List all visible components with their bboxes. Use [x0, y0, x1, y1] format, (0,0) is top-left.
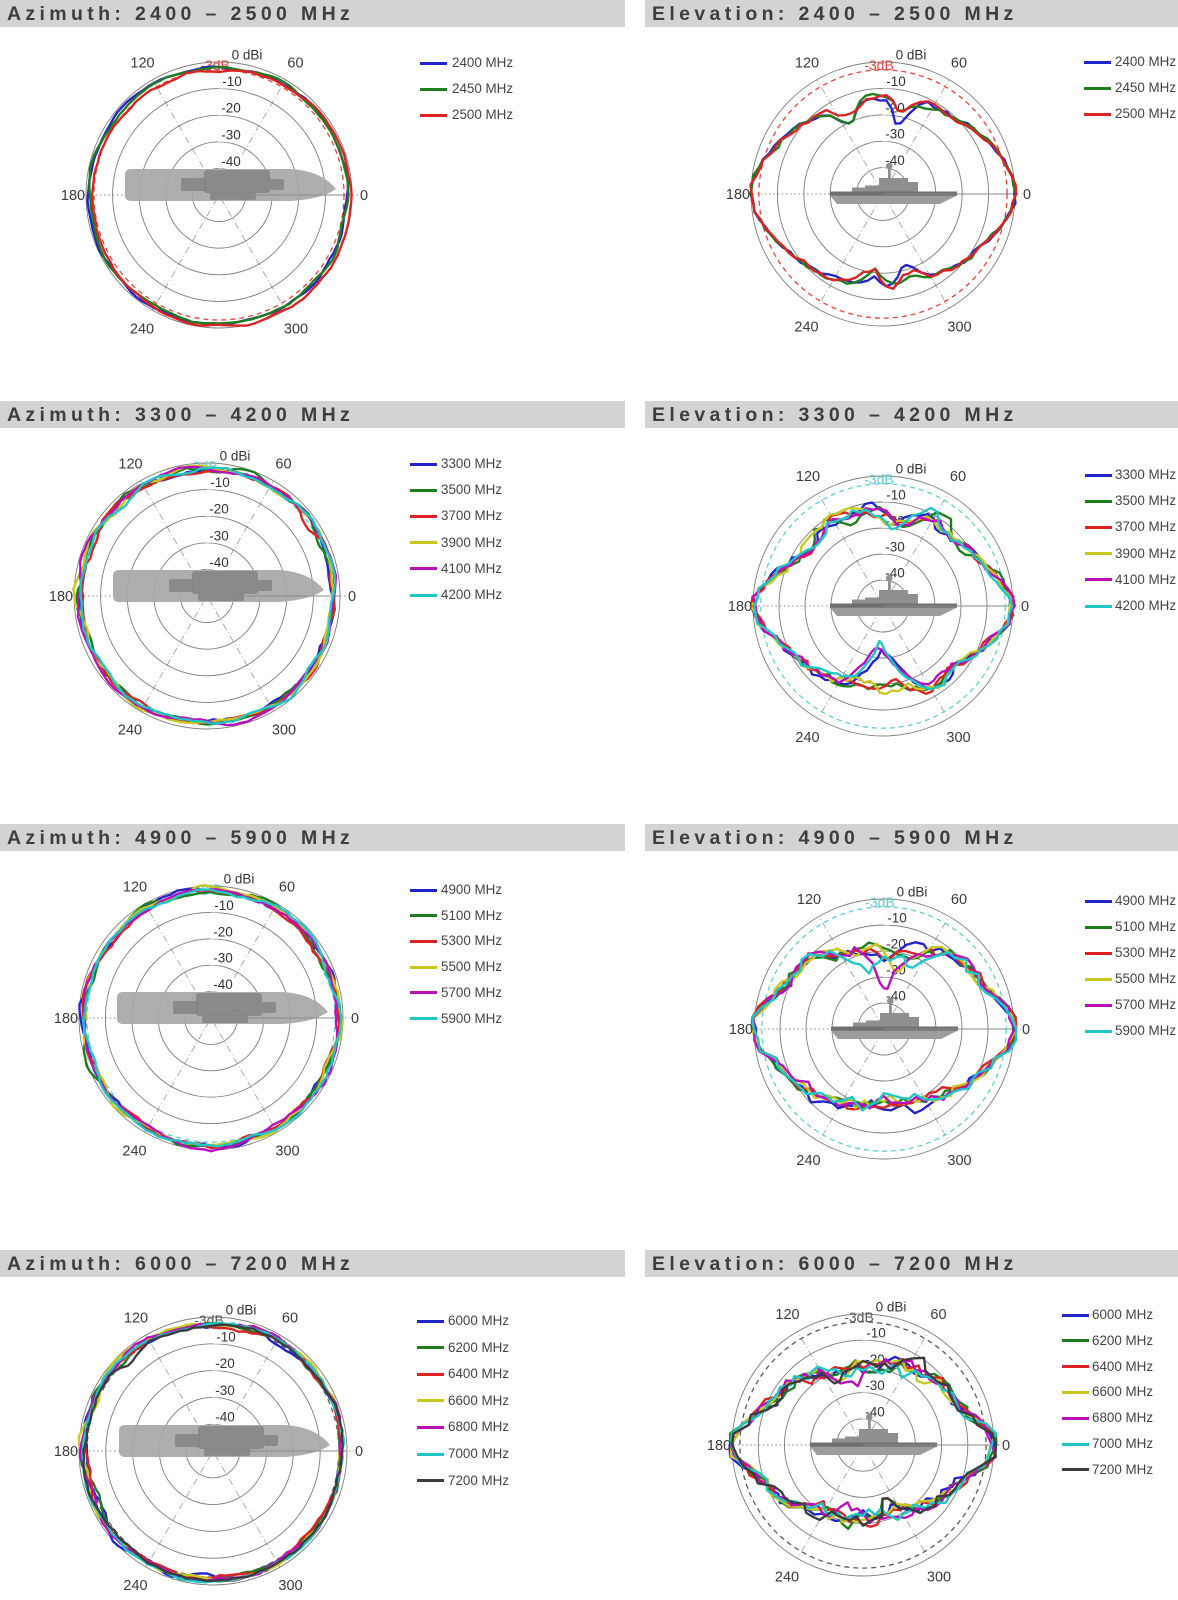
svg-text:120: 120 [118, 457, 142, 473]
svg-text:-30: -30 [209, 528, 229, 543]
svg-text:-40: -40 [213, 977, 233, 992]
svg-text:-10: -10 [866, 1326, 886, 1341]
svg-text:240: 240 [796, 1153, 820, 1169]
svg-text:-20: -20 [213, 924, 233, 939]
svg-text:180: 180 [728, 599, 752, 615]
svg-text:60: 60 [287, 56, 303, 72]
svg-text:120: 120 [123, 879, 147, 895]
svg-text:0 dBi: 0 dBi [897, 885, 928, 900]
svg-text:300: 300 [947, 320, 971, 336]
svg-text:-30: -30 [215, 1383, 235, 1398]
svg-text:-10: -10 [886, 74, 906, 89]
svg-text:-20: -20 [209, 502, 229, 517]
svg-text:240: 240 [795, 730, 819, 746]
svg-text:300: 300 [278, 1578, 302, 1594]
svg-text:180: 180 [707, 1438, 731, 1454]
svg-text:120: 120 [130, 56, 154, 72]
svg-text:-40: -40 [209, 555, 229, 570]
svg-text:-30: -30 [885, 540, 905, 555]
svg-text:60: 60 [282, 1311, 298, 1327]
svg-text:0: 0 [360, 188, 368, 204]
svg-text:-30: -30 [885, 127, 905, 142]
svg-text:0 dBi: 0 dBi [226, 1303, 257, 1318]
svg-text:180: 180 [49, 589, 73, 605]
svg-text:-40: -40 [221, 154, 241, 169]
svg-text:-3dB: -3dB [865, 894, 895, 910]
svg-text:120: 120 [797, 892, 821, 908]
svg-text:300: 300 [946, 730, 970, 746]
svg-text:0 dBi: 0 dBi [224, 872, 255, 887]
svg-text:180: 180 [726, 187, 750, 203]
svg-text:60: 60 [275, 457, 291, 473]
svg-text:240: 240 [118, 722, 142, 738]
svg-text:240: 240 [123, 1578, 147, 1594]
svg-text:180: 180 [54, 1444, 78, 1460]
svg-text:0: 0 [1021, 599, 1029, 615]
svg-text:0 dBi: 0 dBi [220, 449, 251, 464]
svg-text:0 dBi: 0 dBi [896, 48, 927, 63]
svg-text:-10: -10 [886, 488, 906, 503]
svg-text:-20: -20 [215, 1356, 235, 1371]
svg-text:180: 180 [729, 1022, 753, 1038]
svg-text:120: 120 [795, 55, 819, 71]
svg-text:300: 300 [927, 1570, 951, 1586]
svg-text:-10: -10 [887, 911, 907, 926]
svg-text:-10: -10 [214, 898, 234, 913]
svg-text:0 dBi: 0 dBi [232, 48, 263, 63]
svg-text:-3dB: -3dB [864, 471, 894, 487]
svg-text:-10: -10 [222, 74, 242, 89]
svg-text:0: 0 [348, 589, 356, 605]
svg-text:0: 0 [1022, 1022, 1030, 1038]
svg-text:60: 60 [279, 879, 295, 895]
svg-text:240: 240 [794, 320, 818, 336]
svg-text:-20: -20 [221, 101, 241, 116]
svg-text:-30: -30 [213, 951, 233, 966]
svg-text:300: 300 [275, 1144, 299, 1160]
svg-text:300: 300 [272, 722, 296, 738]
svg-text:0: 0 [1002, 1438, 1010, 1454]
svg-text:60: 60 [951, 892, 967, 908]
svg-text:180: 180 [54, 1011, 78, 1027]
svg-text:0: 0 [1023, 187, 1031, 203]
svg-text:60: 60 [950, 469, 966, 485]
svg-text:0: 0 [355, 1444, 363, 1460]
svg-text:240: 240 [775, 1570, 799, 1586]
svg-text:300: 300 [284, 321, 308, 337]
svg-text:180: 180 [61, 188, 85, 204]
svg-text:-30: -30 [221, 127, 241, 142]
svg-text:60: 60 [951, 55, 967, 71]
svg-text:-10: -10 [216, 1329, 236, 1344]
svg-text:120: 120 [124, 1311, 148, 1327]
svg-text:-10: -10 [210, 475, 230, 490]
svg-text:300: 300 [947, 1153, 971, 1169]
svg-text:-3dB: -3dB [844, 1309, 874, 1325]
svg-text:60: 60 [930, 1307, 946, 1323]
svg-text:0 dBi: 0 dBi [896, 462, 927, 477]
svg-text:-30: -30 [865, 1378, 885, 1393]
svg-text:0: 0 [351, 1011, 359, 1027]
svg-text:240: 240 [122, 1144, 146, 1160]
svg-text:240: 240 [130, 321, 154, 337]
svg-text:0 dBi: 0 dBi [876, 1300, 907, 1315]
svg-text:120: 120 [775, 1307, 799, 1323]
svg-text:120: 120 [796, 469, 820, 485]
svg-text:-40: -40 [215, 1410, 235, 1425]
svg-text:-3dB: -3dB [864, 57, 894, 73]
